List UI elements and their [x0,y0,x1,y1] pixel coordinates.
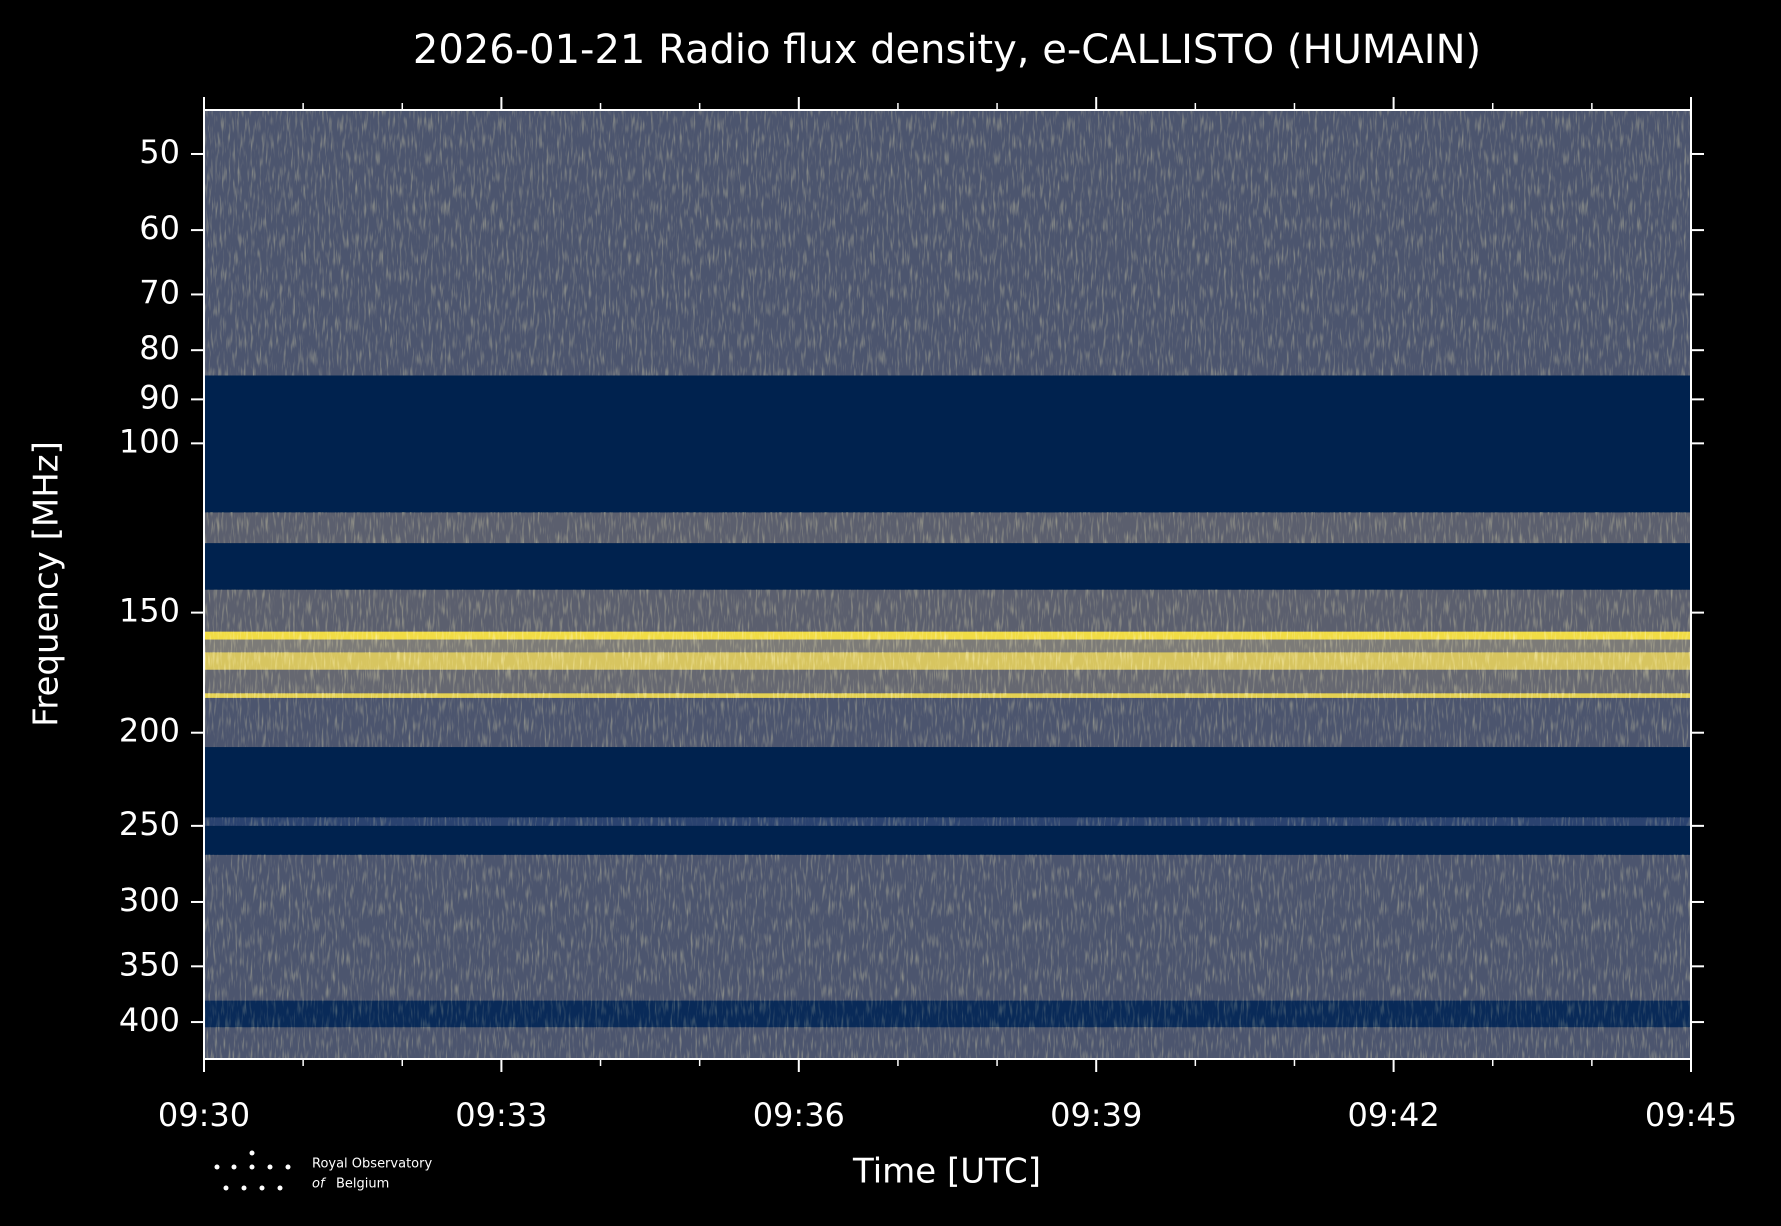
y-tick-label: 80 [139,329,180,367]
texture [204,854,1691,1001]
band [204,375,1691,513]
x-tick-label: 09:33 [455,1096,547,1134]
texture [204,817,1691,826]
y-tick-label: 400 [119,1001,180,1039]
y-tick-label: 150 [119,592,180,630]
texture [204,697,1691,748]
texture [204,669,1691,694]
texture [204,693,1691,698]
x-axis-label: Time [UTC] [852,1152,1041,1192]
y-tick-label: 100 [119,422,180,460]
texture [204,110,1691,376]
logo-stars [214,1150,291,1191]
logo-text: Belgium [336,1177,389,1192]
x-tick-label: 09:39 [1050,1096,1142,1134]
band [204,543,1691,591]
y-tick-label: 60 [139,209,180,247]
texture [204,1000,1691,1028]
y-tick-label: 90 [139,378,180,416]
y-tick-label: 250 [119,805,180,843]
y-axis-label: Frequency [MHz] [27,441,67,727]
x-tick-label: 09:36 [753,1096,845,1134]
y-tick-label: 70 [139,273,180,311]
logo-text: Royal Observatory [312,1157,432,1172]
texture [204,1027,1691,1059]
plot-area [204,110,1691,1059]
plot-frame [203,109,1692,1060]
chart-title: 2026-01-21 Radio flux density, e-CALLIST… [413,27,1481,73]
y-tick-label: 350 [119,945,180,983]
band [204,825,1691,856]
texture [204,589,1691,632]
texture [204,639,1691,653]
logo: Royal Observatory of Belgium [214,1150,432,1192]
logo-text: of [312,1177,327,1192]
band [204,747,1691,818]
y-tick-label: 300 [119,881,180,919]
x-tick-label: 09:42 [1347,1096,1439,1134]
texture [204,631,1691,640]
y-tick-label: 50 [139,133,180,171]
texture [204,512,1691,544]
y-tick-label: 200 [119,712,180,750]
texture [204,652,1691,670]
x-tick-label: 09:30 [158,1096,250,1134]
x-tick-label: 09:45 [1645,1096,1737,1134]
